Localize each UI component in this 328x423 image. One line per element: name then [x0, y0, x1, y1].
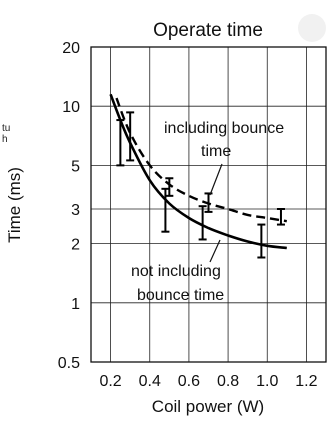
x-tick-label-2: 0.6	[178, 373, 200, 390]
error-bar-0-1	[165, 177, 174, 197]
x-tick-label-3: 0.8	[217, 373, 239, 390]
chart-title: Operate time	[153, 20, 263, 41]
annotation-including-leader	[209, 163, 223, 196]
y-tick-label-0: 20	[62, 40, 80, 57]
y-tick-label-3: 3	[71, 202, 80, 219]
y-tick-label-5: 1	[71, 296, 80, 313]
x-axis-label: Coil power (W)	[152, 397, 264, 416]
error-bar-1-1	[161, 187, 170, 233]
error-bar-1-2	[198, 205, 207, 241]
y-axis-label: Time (ms)	[5, 167, 24, 243]
error-bar-0-3	[276, 207, 285, 226]
annotation-not-including-line1: not including	[131, 263, 221, 280]
x-tick-label-5: 1.2	[295, 373, 317, 390]
series-line-not-including-bounce	[109, 93, 287, 250]
plot-frame	[90, 46, 327, 363]
y-tick-label-6: 0.5	[58, 355, 80, 372]
annotation-not-including: not including bounce time	[131, 239, 224, 304]
clipped-side-text: tu h	[2, 123, 10, 145]
error-bars	[116, 111, 285, 259]
annotation-not-including-leader	[209, 239, 221, 263]
y-tick-label-4: 2	[71, 237, 80, 254]
annotation-not-including-line2: bounce time	[137, 287, 224, 304]
y-tick-label-1: 10	[62, 99, 80, 116]
y-tick-label-2: 5	[71, 158, 80, 175]
watermark-mark	[298, 14, 326, 42]
curves	[109, 93, 287, 250]
error-bar-1-0	[116, 119, 125, 167]
side-text-2: h	[2, 134, 8, 145]
x-tick-label-1: 0.4	[139, 373, 161, 390]
x-tick-label-4: 1.0	[256, 373, 278, 390]
tick-labels: 0.2 0.4 0.6 0.8 1.0 1.2 20 10 5 3 2 1 0.5	[58, 40, 318, 390]
annotation-including: including bounce time	[164, 120, 284, 196]
annotation-including-line2: time	[201, 143, 231, 160]
annotation-including-line1: including bounce	[164, 120, 284, 137]
x-tick-label-0: 0.2	[99, 373, 121, 390]
error-bar-1-3	[257, 223, 266, 259]
side-text-1: tu	[2, 123, 10, 134]
error-bar-0-0	[126, 111, 135, 162]
watermark	[298, 14, 326, 42]
series-line-including-bounce	[115, 97, 287, 223]
